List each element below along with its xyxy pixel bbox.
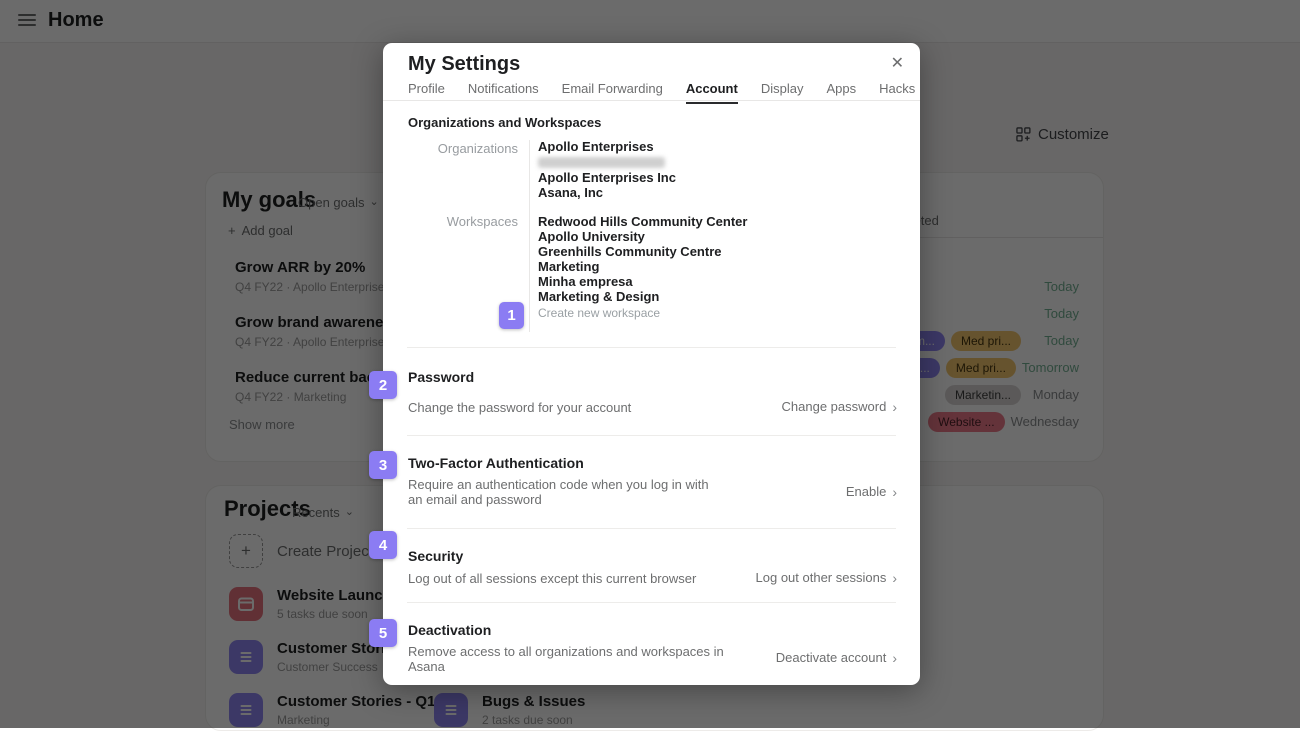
organizations-list: Apollo Enterprises Apollo Enterprises In… xyxy=(538,139,676,200)
organizations-section-heading: Organizations and Workspaces xyxy=(408,115,602,130)
chevron-right-icon: › xyxy=(892,569,897,586)
organization-item: Apollo Enterprises Inc xyxy=(538,170,676,185)
tab-email-forwarding[interactable]: Email Forwarding xyxy=(561,81,663,96)
deactivate-account-button[interactable]: Deactivate account › xyxy=(775,649,897,666)
som-marker-1: 1 xyxy=(499,302,524,329)
chevron-right-icon: › xyxy=(892,649,897,666)
tab-notifications[interactable]: Notifications xyxy=(467,81,539,96)
organization-item: Apollo Enterprises xyxy=(538,139,654,154)
redacted-text-blur xyxy=(538,157,665,168)
tab-display[interactable]: Display xyxy=(760,81,804,96)
security-heading: Security xyxy=(408,548,464,564)
organizations-label: Organizations xyxy=(437,141,518,156)
tabs-divider xyxy=(383,100,920,101)
tab-apps[interactable]: Apps xyxy=(826,81,857,96)
workspaces-label: Workspaces xyxy=(446,214,518,229)
tab-hacks[interactable]: Hacks xyxy=(879,81,916,96)
create-workspace-link[interactable]: Create new workspace xyxy=(538,306,661,320)
workspace-item[interactable]: Greenhills Community Centre xyxy=(538,244,722,259)
deactivation-description: Remove access to all organizations and w… xyxy=(408,644,724,674)
workspace-item[interactable]: Minha empresa xyxy=(538,274,633,289)
password-heading: Password xyxy=(408,369,475,385)
som-marker-2: 2 xyxy=(369,371,397,399)
tab-profile[interactable]: Profile xyxy=(408,81,445,96)
workspace-item[interactable]: Apollo University xyxy=(538,229,645,244)
section-divider xyxy=(407,602,896,603)
section-divider xyxy=(407,347,896,348)
modal-title: My Settings xyxy=(408,53,521,75)
section-divider xyxy=(407,435,896,436)
workspace-item[interactable]: Redwood Hills Community Center xyxy=(538,214,748,229)
deactivation-heading: Deactivation xyxy=(408,622,492,638)
chevron-right-icon: › xyxy=(892,483,897,500)
som-marker-3: 3 xyxy=(369,451,397,479)
two-factor-heading: Two-Factor Authentication xyxy=(408,455,584,471)
tab-account[interactable]: Account xyxy=(685,81,738,104)
som-marker-4: 4 xyxy=(369,531,397,559)
column-divider xyxy=(529,140,530,332)
settings-tabs: Profile Notifications Email Forwarding A… xyxy=(408,81,915,104)
workspace-item[interactable]: Marketing & Design xyxy=(538,289,660,304)
workspace-item[interactable]: Marketing xyxy=(538,259,600,274)
organization-item: Asana, Inc xyxy=(538,185,604,200)
change-password-button[interactable]: Change password › xyxy=(781,398,897,415)
chevron-right-icon: › xyxy=(892,398,897,415)
section-divider xyxy=(407,528,896,529)
password-description: Change the password for your account xyxy=(408,400,632,415)
log-out-other-sessions-button[interactable]: Log out other sessions › xyxy=(755,569,897,586)
enable-two-factor-button[interactable]: Enable › xyxy=(845,483,897,500)
my-settings-modal: My Settings ✕ Profile Notifications Emai… xyxy=(383,43,920,685)
som-marker-5: 5 xyxy=(369,619,397,647)
close-icon[interactable]: ✕ xyxy=(890,55,904,72)
security-description: Log out of all sessions except this curr… xyxy=(408,571,697,586)
workspaces-list: Redwood Hills Community Center Apollo Un… xyxy=(538,214,747,304)
two-factor-description: Require an authentication code when you … xyxy=(408,477,709,507)
